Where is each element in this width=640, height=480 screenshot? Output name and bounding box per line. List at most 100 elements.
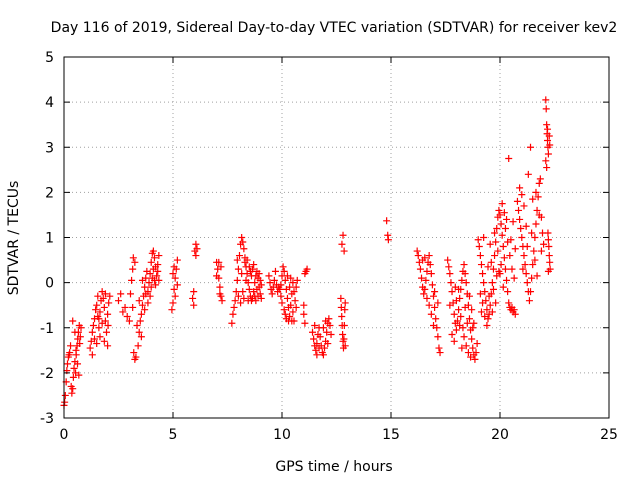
- data-point: [281, 276, 289, 284]
- data-point: [413, 247, 421, 255]
- data-point: [470, 319, 478, 327]
- data-point: [154, 267, 162, 275]
- data-point: [522, 222, 530, 230]
- data-point: [486, 301, 494, 309]
- data-point: [492, 299, 500, 307]
- data-point: [141, 283, 149, 291]
- data-point: [91, 335, 99, 343]
- data-point: [545, 132, 553, 140]
- data-point: [322, 317, 330, 325]
- data-point: [115, 297, 122, 305]
- data-point: [155, 252, 163, 260]
- data-point: [425, 301, 433, 309]
- points-layer: [60, 96, 554, 409]
- data-point: [173, 281, 181, 289]
- y-tick-label: 2: [45, 185, 54, 201]
- data-point: [465, 292, 473, 300]
- data-point: [256, 276, 264, 284]
- grid-layer: [64, 57, 609, 418]
- data-point: [450, 337, 458, 345]
- data-point: [136, 317, 144, 325]
- data-point: [239, 288, 247, 296]
- data-point: [229, 310, 237, 318]
- data-point: [146, 270, 154, 278]
- data-point: [123, 312, 131, 320]
- data-point: [537, 247, 545, 255]
- data-point: [542, 105, 550, 113]
- data-point: [245, 285, 253, 293]
- data-point: [510, 274, 518, 282]
- data-point: [432, 315, 440, 323]
- data-point: [148, 274, 156, 282]
- y-tick-label: 4: [45, 95, 54, 111]
- data-point: [544, 125, 552, 133]
- data-point: [498, 200, 506, 208]
- data-point: [234, 265, 242, 273]
- data-point: [313, 340, 321, 348]
- data-point: [518, 191, 526, 199]
- data-point: [450, 310, 458, 318]
- data-point: [286, 283, 294, 291]
- data-point: [446, 301, 454, 309]
- data-point: [473, 340, 481, 348]
- data-point: [137, 310, 145, 318]
- data-point: [384, 236, 392, 244]
- data-point: [522, 270, 530, 278]
- data-point: [444, 256, 452, 264]
- data-point: [104, 310, 112, 318]
- data-point: [233, 256, 241, 264]
- data-point: [456, 321, 464, 329]
- data-point: [149, 265, 157, 273]
- data-point: [527, 143, 535, 151]
- data-point: [477, 308, 485, 316]
- data-point: [425, 252, 433, 260]
- data-point: [504, 288, 512, 296]
- data-point: [100, 303, 108, 311]
- data-point: [530, 247, 538, 255]
- data-point: [542, 157, 550, 165]
- x-tick-label: 25: [600, 427, 618, 443]
- data-point: [431, 288, 439, 296]
- data-point: [289, 308, 297, 316]
- x-tick-label: 20: [491, 427, 509, 443]
- data-point: [465, 315, 473, 323]
- data-point: [94, 292, 102, 300]
- data-point: [338, 312, 346, 320]
- data-point: [481, 312, 489, 320]
- data-point: [488, 279, 496, 287]
- data-point: [511, 310, 519, 318]
- data-point: [427, 270, 435, 278]
- data-point: [497, 261, 505, 269]
- data-point: [77, 324, 85, 332]
- data-point: [487, 258, 495, 266]
- data-point: [418, 274, 426, 282]
- data-point: [72, 346, 80, 354]
- data-point: [531, 256, 539, 264]
- data-point: [489, 265, 497, 273]
- data-point: [471, 355, 479, 363]
- data-point: [147, 258, 155, 266]
- data-point: [491, 252, 499, 260]
- data-point: [467, 353, 475, 361]
- y-tick-label: 1: [45, 231, 54, 247]
- data-point: [105, 299, 113, 307]
- data-point: [500, 209, 508, 217]
- data-point: [154, 261, 162, 269]
- data-point: [315, 344, 323, 352]
- data-point: [126, 290, 134, 298]
- data-point: [290, 288, 298, 296]
- data-point: [509, 218, 517, 226]
- data-point: [67, 342, 75, 350]
- data-point: [497, 220, 505, 228]
- data-point: [533, 272, 541, 280]
- data-point: [251, 279, 259, 287]
- data-point: [255, 270, 263, 278]
- data-point: [237, 299, 245, 307]
- data-point: [169, 270, 177, 278]
- data-point: [520, 202, 528, 210]
- data-point: [173, 256, 181, 264]
- data-point: [460, 333, 468, 341]
- data-point: [213, 272, 221, 280]
- data-point: [461, 303, 469, 311]
